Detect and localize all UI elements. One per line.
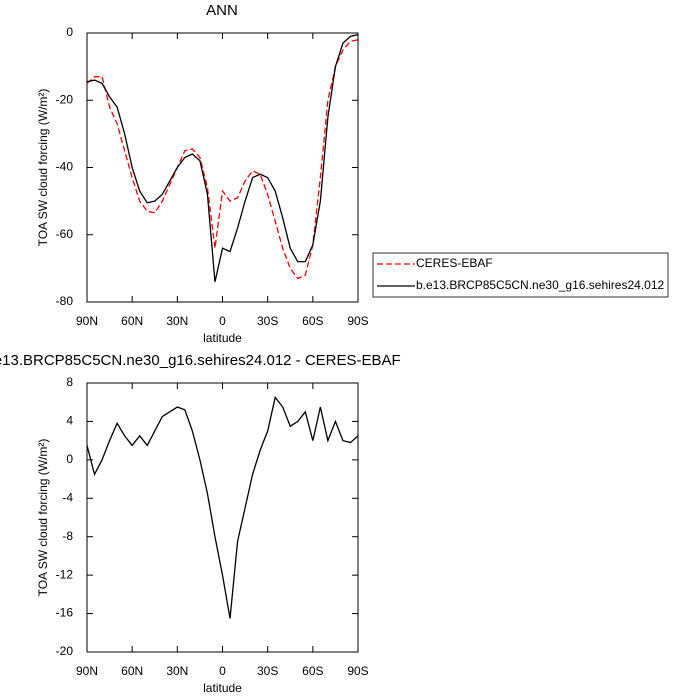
chart-title: b.e13.BRCP85C5CN.ne30_g16.sehires24.012 … — [0, 352, 401, 369]
y-tick-label: -16 — [56, 606, 74, 620]
y-tick-label: -20 — [56, 644, 74, 658]
x-tick-label: 0 — [219, 664, 226, 678]
x-tick-label: 90S — [347, 664, 368, 678]
x-tick-label: 30N — [166, 314, 188, 328]
x-axis-label: latitude — [203, 681, 242, 695]
x-axis-label: latitude — [203, 331, 242, 345]
y-axis-label: TOA SW cloud forcing (W/m²) — [36, 89, 50, 247]
y-tick-label: 0 — [66, 452, 73, 466]
x-tick-label: 30S — [257, 664, 278, 678]
data-line — [86, 39, 359, 280]
y-tick-label: -60 — [56, 227, 74, 241]
x-tick-label: 90N — [76, 664, 98, 678]
plot-frame — [86, 32, 359, 303]
x-tick-label: 30S — [257, 314, 278, 328]
y-tick-label: -80 — [56, 294, 74, 308]
x-tick-label: 90N — [76, 314, 98, 328]
data-line — [86, 34, 359, 282]
legend-label: CERES-EBAF — [416, 256, 493, 270]
chart-title: ANN — [206, 2, 238, 19]
x-tick-label: 30N — [166, 664, 188, 678]
y-tick-label: -20 — [56, 92, 74, 106]
legend-box — [372, 252, 669, 298]
x-tick-label: 60S — [302, 314, 323, 328]
y-tick-label: 0 — [66, 25, 73, 39]
x-tick-label: 0 — [219, 314, 226, 328]
y-tick-label: 8 — [66, 375, 73, 389]
y-axis-label: TOA SW cloud forcing (W/m²) — [36, 439, 50, 597]
y-tick-label: 4 — [66, 414, 73, 428]
y-tick-label: -8 — [62, 529, 73, 543]
y-tick-label: -40 — [56, 160, 74, 174]
y-tick-label: -4 — [62, 490, 73, 504]
x-tick-label: 90S — [347, 314, 368, 328]
x-tick-label: 60N — [121, 314, 143, 328]
y-tick-label: -12 — [56, 567, 74, 581]
legend-label: b.e13.BRCP85C5CN.ne30_g16.sehires24.012 — [416, 278, 664, 292]
x-tick-label: 60S — [302, 664, 323, 678]
data-line — [86, 395, 359, 619]
x-tick-label: 60N — [121, 664, 143, 678]
